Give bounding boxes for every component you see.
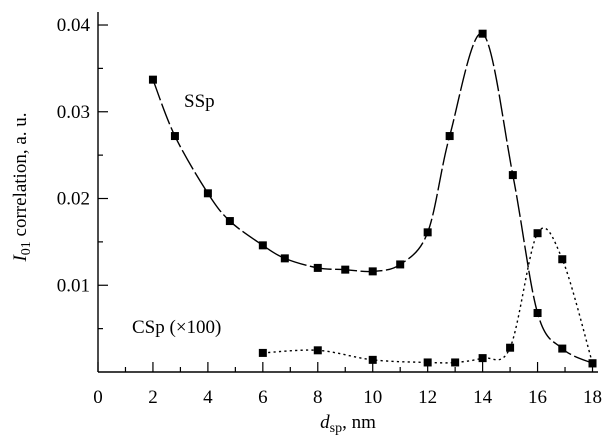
data-point: [396, 260, 405, 269]
data-point: [258, 241, 267, 250]
data-point: [258, 348, 267, 357]
series-label-ssp: SSp: [184, 91, 215, 112]
y-axis-label-main: I: [10, 254, 31, 263]
x-tick-label: 16: [528, 387, 547, 408]
x-tick-label: 4: [203, 387, 213, 408]
data-point: [445, 132, 454, 141]
data-point: [203, 189, 212, 198]
x-tick-label: 0: [93, 387, 103, 408]
data-point: [368, 267, 377, 276]
data-point: [368, 355, 377, 364]
y-axis-label: I01 correlation, a. u.: [10, 112, 34, 262]
x-axis-label: dsp, nm: [320, 412, 376, 436]
series-label-csp: CSp (×100): [132, 317, 221, 338]
data-point: [451, 358, 460, 367]
x-axis-label-main: d: [320, 412, 330, 433]
data-point: [506, 343, 515, 352]
data-point: [533, 309, 542, 318]
y-tick-label: 0.02: [57, 189, 90, 210]
series-lines: [152, 32, 594, 364]
axes: [97, 12, 598, 373]
data-point: [225, 217, 234, 226]
series-markers: [148, 29, 597, 368]
data-point: [558, 344, 567, 353]
x-tick-label: 2: [148, 387, 158, 408]
data-point: [478, 29, 487, 38]
x-tick-label: 8: [313, 387, 323, 408]
y-tick-label: 0.04: [57, 15, 91, 36]
y-tick-label: 0.03: [57, 102, 90, 123]
x-tick-label: 14: [473, 387, 493, 408]
y-axis-label-sub: 01: [19, 241, 34, 255]
x-tick-label: 6: [258, 387, 268, 408]
data-point: [423, 228, 432, 237]
data-point: [478, 354, 487, 363]
data-point: [588, 359, 597, 368]
data-point: [341, 265, 350, 274]
data-point: [313, 263, 322, 272]
data-point: [423, 358, 432, 367]
data-point: [148, 75, 157, 84]
series-line-1: [262, 227, 594, 364]
y-tick-label: 0.01: [57, 275, 90, 296]
x-tick-label: 18: [583, 387, 602, 408]
x-tick-label: 12: [418, 387, 437, 408]
x-axis-label-rest: , nm: [342, 412, 376, 433]
data-point: [533, 229, 542, 238]
data-point: [313, 346, 322, 355]
data-point: [170, 132, 179, 141]
data-point: [558, 255, 567, 264]
data-point: [280, 254, 289, 263]
y-axis-label-rest: correlation, a. u.: [10, 112, 31, 241]
series-line-0: [152, 32, 593, 364]
ticks: 0 2 4 6 8 10 12 14 16 18 0.01 0.02 0.03 0.04: [57, 15, 602, 408]
x-axis-label-sub: sp: [330, 421, 342, 436]
data-point: [508, 171, 517, 180]
x-tick-label: 10: [363, 387, 382, 408]
